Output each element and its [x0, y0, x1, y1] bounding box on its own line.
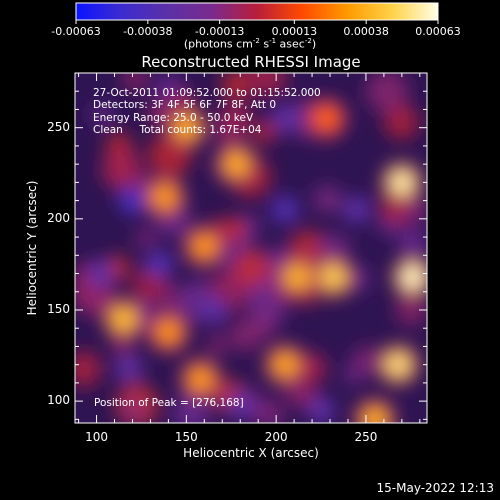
x-tick-label: 250	[354, 430, 378, 444]
units-sup-2: -1	[269, 37, 277, 45]
heatmap-texture-cell	[122, 73, 148, 91]
heatmap-texture-cell	[246, 73, 287, 97]
heatmap-texture-cell	[365, 73, 409, 113]
heatmap-bright-region	[403, 268, 422, 287]
colorbar-tick-label: 0.00063	[415, 25, 461, 38]
heatmap-dim-region	[114, 354, 143, 383]
units-prefix: (photons cm	[183, 37, 253, 51]
info-clean-counts: Clean Total counts: 1.67E+04	[93, 124, 262, 137]
heatmap-dim-region	[118, 186, 147, 215]
heatmap-texture-cell	[91, 103, 113, 126]
units-suffix: asec	[276, 37, 305, 51]
units-mid: s	[259, 37, 270, 51]
colorbar-tick-label: 0.00013	[271, 25, 318, 38]
colorbar-tick-label: -0.00038	[123, 25, 173, 38]
heatmap-dim-region	[199, 295, 228, 324]
heatmap-bright-region	[288, 268, 307, 287]
heatmap-texture-cell	[313, 184, 342, 214]
info-energy-range: Energy Range: 25.0 - 50.0 keV	[93, 111, 254, 124]
heatmap-texture-cell	[172, 394, 211, 423]
heatmap-bright-region	[155, 187, 174, 206]
axis-ticks	[75, 72, 427, 423]
colorbar-ticks	[75, 20, 439, 24]
units-sup-1: -2	[252, 37, 260, 45]
y-tick-label: 150	[47, 301, 70, 316]
heatmap-bright-region	[389, 355, 408, 374]
heatmap-texture-cell	[75, 350, 102, 388]
heatmap-bright-region	[177, 118, 196, 137]
heatmap-texture-cell	[160, 287, 185, 312]
plot-frame	[74, 72, 428, 424]
colorbar-tick-label: -0.00063	[51, 25, 101, 38]
x-tick-label: 100	[85, 430, 108, 444]
heatmap-bright-region	[195, 237, 214, 256]
x-tick-label: 150	[174, 430, 198, 444]
heatmap-texture-cell	[207, 334, 228, 356]
heatmap-dim-region	[271, 195, 300, 224]
colorbar	[75, 2, 439, 24]
heatmap-dim-region	[307, 396, 336, 423]
chart-title: Reconstructed RHESSI Image	[141, 53, 361, 71]
heatmap-texture-cell	[383, 104, 419, 140]
y-axis-label: Heliocentric Y (arcsec)	[25, 180, 39, 316]
heatmap-texture-cell	[221, 73, 252, 100]
heatmap-dim-region	[145, 250, 174, 279]
units-close: )	[311, 37, 317, 51]
heatmap-dim-region	[86, 259, 115, 288]
heatmap-texture-cell	[352, 345, 383, 376]
colorbar-gradient	[75, 2, 439, 21]
heatmap-texture-cell	[100, 148, 144, 192]
x-tick-label: 200	[264, 430, 288, 444]
heatmap-texture-cell	[224, 218, 247, 241]
heatmap-bright-region	[227, 155, 246, 174]
heatmap-bright-region	[365, 410, 384, 423]
heatmap-texture-cell	[219, 102, 252, 134]
y-tick-label: 250	[47, 119, 70, 134]
heatmap-bright-region	[159, 322, 178, 341]
colorbar-tick-label: -0.00013	[194, 25, 245, 38]
heatmap-texture-cell	[146, 100, 172, 127]
units-sup-3: -2	[304, 37, 312, 45]
peak-position-label: Position of Peak = [276,168]	[94, 397, 244, 409]
info-detectors: Detectors: 3F 4F 5F 6F 7F 8F, Att 0	[93, 99, 277, 112]
heatmap-dim-region	[342, 195, 371, 224]
info-block: 27-Oct-2011 01:09:52.000 to 01:15:52.000…	[93, 87, 321, 137]
heatmap-texture-cell	[251, 312, 277, 339]
heatmap-texture-cell	[398, 228, 427, 258]
colorbar-tick-label: 0.00038	[343, 25, 389, 38]
heatmap-image	[75, 73, 427, 423]
footer-timestamp: 15-May-2022 12:13	[376, 481, 494, 495]
colorbar-units: (photons cm-2 s-1 asec-2)	[0, 37, 500, 51]
x-axis-label: Heliocentric X (arcsec)	[183, 446, 319, 460]
heatmap-bright-region	[392, 173, 411, 192]
heatmap-texture-cell	[233, 248, 271, 287]
heatmap-texture-cell	[395, 293, 427, 326]
y-tick-label: 100	[47, 393, 70, 408]
heatmap-bright-region	[276, 355, 295, 374]
info-time-range: 27-Oct-2011 01:09:52.000 to 01:15:52.000	[93, 87, 321, 99]
heatmap-dim-region	[271, 104, 300, 133]
heatmap-texture-cell	[283, 381, 306, 405]
heatmap-bright-region	[114, 310, 133, 329]
heatmap-texture-cell	[252, 120, 276, 144]
heatmap-bright-region	[317, 109, 336, 128]
heatmap-plot	[74, 72, 428, 424]
heatmap-dim-region	[226, 390, 255, 419]
heatmap-bright-region	[324, 268, 343, 287]
heatmap-texture-cell	[124, 399, 145, 421]
y-tick-label: 200	[47, 210, 70, 225]
heatmap-bright-region	[191, 370, 210, 389]
heatmap-texture-cell	[135, 228, 156, 249]
